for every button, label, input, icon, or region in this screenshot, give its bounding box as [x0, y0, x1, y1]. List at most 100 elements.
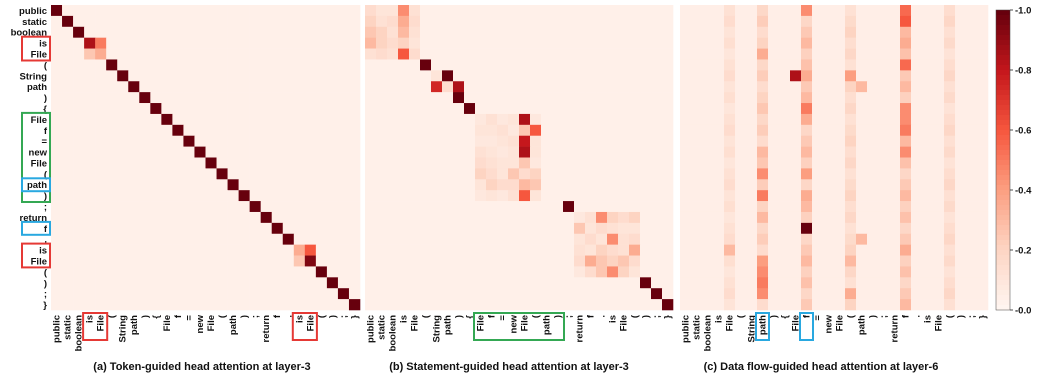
heatmap-cell-a-13-19 — [260, 146, 273, 158]
heatmap-cell-a-14-21 — [282, 157, 295, 169]
heatmap-cell-c-16-2 — [702, 179, 714, 191]
heatmap-cell-a-25-17 — [238, 277, 250, 289]
heatmap-cell-c-26-9 — [779, 288, 791, 300]
heatmap-cell-b-11-21 — [596, 124, 608, 137]
heatmap-cell-c-25-27 — [977, 277, 989, 289]
heatmap-cell-c-4-25 — [955, 48, 967, 60]
heatmap-cell-b-13-13 — [508, 146, 520, 158]
heatmap-cell-b-3-0 — [365, 37, 377, 49]
heatmap-cell-c-21-11 — [801, 233, 813, 245]
heatmap-cell-b-3-20 — [585, 37, 597, 49]
heatmap-cell-c-16-11 — [801, 179, 813, 191]
heatmap-cell-a-26-5 — [106, 288, 118, 300]
heatmap-cell-b-20-19 — [574, 222, 586, 235]
heatmap-cell-c-10-24 — [944, 113, 956, 126]
heatmap-cell-c-23-19 — [889, 255, 901, 267]
heatmap-cell-a-13-2 — [73, 146, 85, 158]
heatmap-cell-c-23-20 — [900, 255, 912, 267]
heatmap-cell-b-15-3 — [398, 168, 410, 180]
heatmap-cell-c-16-8 — [768, 179, 780, 191]
heatmap-cell-a-9-16 — [227, 103, 239, 115]
heatmap-cell-a-18-16 — [227, 201, 239, 213]
heatmap-cell-a-23-1 — [62, 255, 74, 267]
colorbar-segment — [996, 55, 1010, 61]
heatmap-cell-b-22-18 — [563, 244, 575, 256]
heatmap-cell-b-16-14 — [519, 179, 531, 191]
heatmap-cell-a-10-10 — [161, 113, 173, 126]
heatmap-cell-b-25-15 — [530, 277, 542, 289]
heatmap-cell-a-12-5 — [106, 135, 118, 147]
colorbar-segment — [996, 10, 1010, 16]
heatmap-cell-b-10-18 — [563, 113, 575, 126]
heatmap-cell-b-2-2 — [387, 26, 399, 38]
x-tick-label-a: static — [63, 315, 74, 340]
heatmap-cell-a-3-3 — [84, 37, 96, 49]
heatmap-cell-a-22-10 — [161, 244, 173, 256]
heatmap-cell-c-0-26 — [966, 5, 978, 17]
heatmap-cell-a-11-23 — [304, 124, 317, 137]
heatmap-cell-a-17-5 — [106, 190, 118, 202]
heatmap-cell-c-17-2 — [702, 190, 714, 202]
heatmap-cell-a-10-1 — [62, 113, 74, 126]
heatmap-cell-b-2-5 — [420, 26, 432, 38]
heatmap-cell-a-24-18 — [249, 266, 261, 278]
heatmap-cell-b-3-15 — [530, 37, 542, 49]
heatmap-cell-c-0-7 — [757, 5, 769, 17]
heatmap-cell-c-12-16 — [856, 135, 868, 147]
heatmap-cell-b-5-5 — [420, 59, 432, 71]
heatmap-cell-a-22-6 — [117, 244, 129, 256]
heatmap-cell-c-3-5 — [735, 37, 747, 49]
heatmap-cell-b-18-6 — [431, 201, 443, 213]
heatmap-cell-a-20-9 — [150, 222, 162, 235]
heatmap-cell-a-24-2 — [73, 266, 85, 278]
heatmap-cell-a-13-11 — [172, 146, 184, 158]
heatmap-cell-b-3-5 — [420, 37, 432, 49]
heatmap-cell-b-13-24 — [629, 146, 641, 158]
heatmap-cell-b-3-25 — [640, 37, 652, 49]
x-tick-label-a: ; — [250, 315, 261, 318]
heatmap-cell-a-12-18 — [249, 135, 261, 147]
heatmap-cell-a-2-19 — [260, 26, 273, 38]
heatmap-cell-b-13-21 — [596, 146, 608, 158]
heatmap-cell-c-17-16 — [856, 190, 868, 202]
y-tick-label: boolean — [11, 28, 48, 39]
heatmap-cell-b-12-10 — [475, 135, 487, 147]
heatmap-cell-b-6-25 — [640, 70, 652, 82]
heatmap-cell-c-6-3 — [713, 70, 725, 82]
heatmap-cell-b-11-13 — [508, 124, 520, 137]
heatmap-cell-a-21-27 — [348, 233, 361, 245]
heatmap-cell-b-24-15 — [530, 266, 542, 278]
heatmap-cell-b-14-3 — [398, 157, 410, 169]
x-tick-label-a: ( — [107, 314, 118, 318]
heatmap-cell-c-2-4 — [724, 26, 736, 38]
heatmap-cell-c-2-9 — [779, 26, 791, 38]
heatmap-cell-c-24-7 — [757, 266, 769, 278]
heatmap-cell-a-5-23 — [304, 59, 317, 71]
y-tick-label: ) — [44, 278, 47, 289]
heatmap-cell-a-6-19 — [260, 70, 273, 82]
heatmap-cell-c-14-19 — [889, 157, 901, 169]
heatmap-cell-b-17-15 — [530, 190, 542, 202]
heatmap-cell-a-3-11 — [172, 37, 184, 49]
heatmap-cell-b-9-20 — [585, 103, 597, 115]
heatmap-cell-a-26-26 — [337, 288, 350, 300]
heatmap-cell-b-8-9 — [464, 92, 476, 104]
heatmap-cell-b-16-17 — [552, 179, 564, 191]
heatmap-cell-c-11-5 — [735, 124, 747, 137]
heatmap-cell-c-9-17 — [867, 103, 879, 115]
colorbar-segment — [996, 45, 1010, 51]
heatmap-cell-a-13-5 — [106, 146, 118, 158]
heatmap-cell-c-13-5 — [735, 146, 747, 158]
heatmap-cell-c-17-7 — [757, 190, 769, 202]
heatmap-cell-b-21-16 — [541, 233, 553, 245]
heatmap-cell-c-12-12 — [812, 135, 824, 147]
heatmap-cell-a-1-15 — [216, 15, 228, 28]
heatmap-cell-a-18-23 — [304, 201, 317, 213]
heatmap-cell-a-7-8 — [139, 81, 151, 93]
heatmap-cell-a-18-13 — [194, 201, 206, 213]
heatmap-cell-c-4-5 — [735, 48, 747, 60]
heatmap-cell-a-25-13 — [194, 277, 206, 289]
heatmap-cell-c-15-16 — [856, 168, 868, 180]
heatmap-cell-a-17-11 — [172, 190, 184, 202]
heatmap-cell-a-6-0 — [51, 70, 63, 82]
